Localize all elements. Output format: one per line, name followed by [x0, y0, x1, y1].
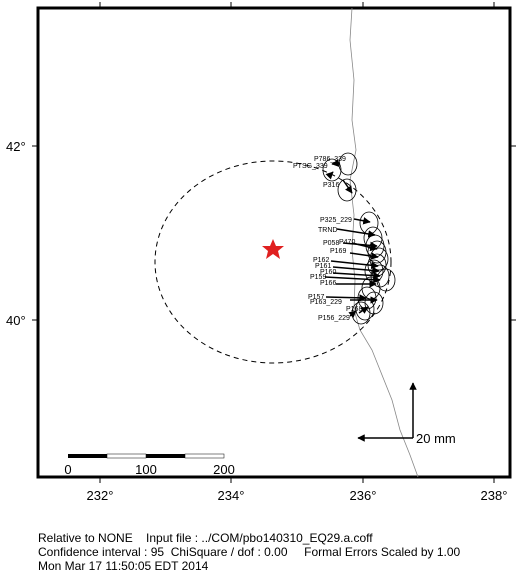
station-label: P161 [315, 263, 331, 270]
velocity-arrow [330, 260, 379, 270]
footer-line: Confidence interval : 95 ChiSquare / dof… [38, 545, 461, 559]
velocity-arrow [349, 252, 379, 260]
scale-segment [106, 453, 147, 459]
station-label: P160 [320, 269, 336, 276]
station-label: P169 [330, 248, 346, 255]
velocity-arrow [336, 228, 376, 238]
error-ellipse [322, 158, 342, 182]
station-label: P325_229 [320, 217, 352, 224]
scale-label: 100 [135, 462, 157, 477]
station-label: P163_229 [310, 299, 342, 306]
velocity-arrow [351, 242, 378, 252]
station-label: P156_229 [318, 315, 350, 322]
error-ellipse [337, 178, 357, 202]
station-label: PTSG_339 [293, 163, 328, 170]
velocity-arrow [325, 171, 334, 180]
station-label: P159 [310, 274, 326, 281]
scale-label: 0 [64, 462, 71, 477]
y-tick-label: 42° [6, 139, 26, 154]
velocity-arrow [325, 294, 367, 302]
velocity-arrow [324, 275, 381, 284]
reference-label: 20 mm [416, 431, 456, 446]
station-label: P166 [320, 280, 336, 287]
station-label: P316 [323, 182, 339, 189]
velocity-arrow [348, 310, 357, 319]
station-label: P157 [308, 294, 324, 301]
x-tick-label: 232° [87, 488, 114, 503]
x-tick-label: 234° [218, 488, 245, 503]
scale-segment [68, 454, 107, 458]
velocity-arrow [332, 271, 381, 280]
velocity-arrow [342, 179, 353, 194]
dashed-circle [154, 160, 392, 364]
footer-line: Relative to NONE Input file : ../COM/pbo… [38, 531, 373, 545]
scale-label: 200 [213, 462, 235, 477]
footer-line: Mon Mar 17 11:50:05 EDT 2014 [38, 559, 209, 573]
station-label: P470 [339, 239, 355, 246]
y-tick-label: 40° [6, 313, 26, 328]
station-label: P058 [323, 240, 339, 247]
epicenter-star [262, 239, 284, 259]
velocity-arrow [332, 266, 380, 275]
station-label: P162 [313, 257, 329, 264]
station-label: P168 [346, 306, 362, 313]
velocity-arrow [353, 217, 371, 225]
x-tick-label: 236° [350, 488, 377, 503]
error-ellipse [355, 297, 375, 321]
x-tick-label: 238° [481, 488, 508, 503]
scale-segment [184, 453, 225, 459]
scale-segment [146, 454, 185, 458]
coastline [349, 7, 419, 478]
velocity-arrow [358, 306, 369, 314]
map: 20 mm 232° 234° 236° 238°42°40°0 100 200P786_… [6, 2, 516, 503]
station-label: TRND [318, 227, 337, 234]
